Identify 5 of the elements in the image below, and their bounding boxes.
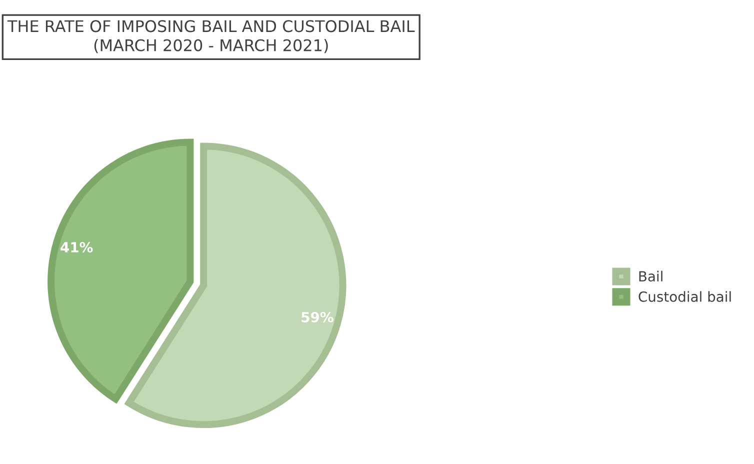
legend-label: Custodial bail xyxy=(638,291,731,302)
legend-label: Bail xyxy=(639,270,662,282)
data-label: 59% xyxy=(302,312,334,322)
data-label: 41% xyxy=(60,242,93,252)
chart-title: THE RATE OF IMPOSING BAIL AND CUSTODIAL BAIL (MARCH 2020 - MARCH 2021) xyxy=(7,20,415,54)
